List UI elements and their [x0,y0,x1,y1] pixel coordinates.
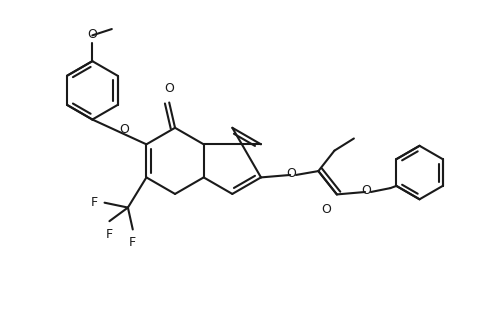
Text: F: F [129,236,136,249]
Text: F: F [105,228,113,241]
Text: O: O [321,203,331,216]
Text: F: F [91,196,98,209]
Text: O: O [361,183,371,197]
Text: O: O [87,28,97,41]
Text: O: O [164,82,174,95]
Text: O: O [286,167,296,179]
Text: O: O [120,123,129,136]
